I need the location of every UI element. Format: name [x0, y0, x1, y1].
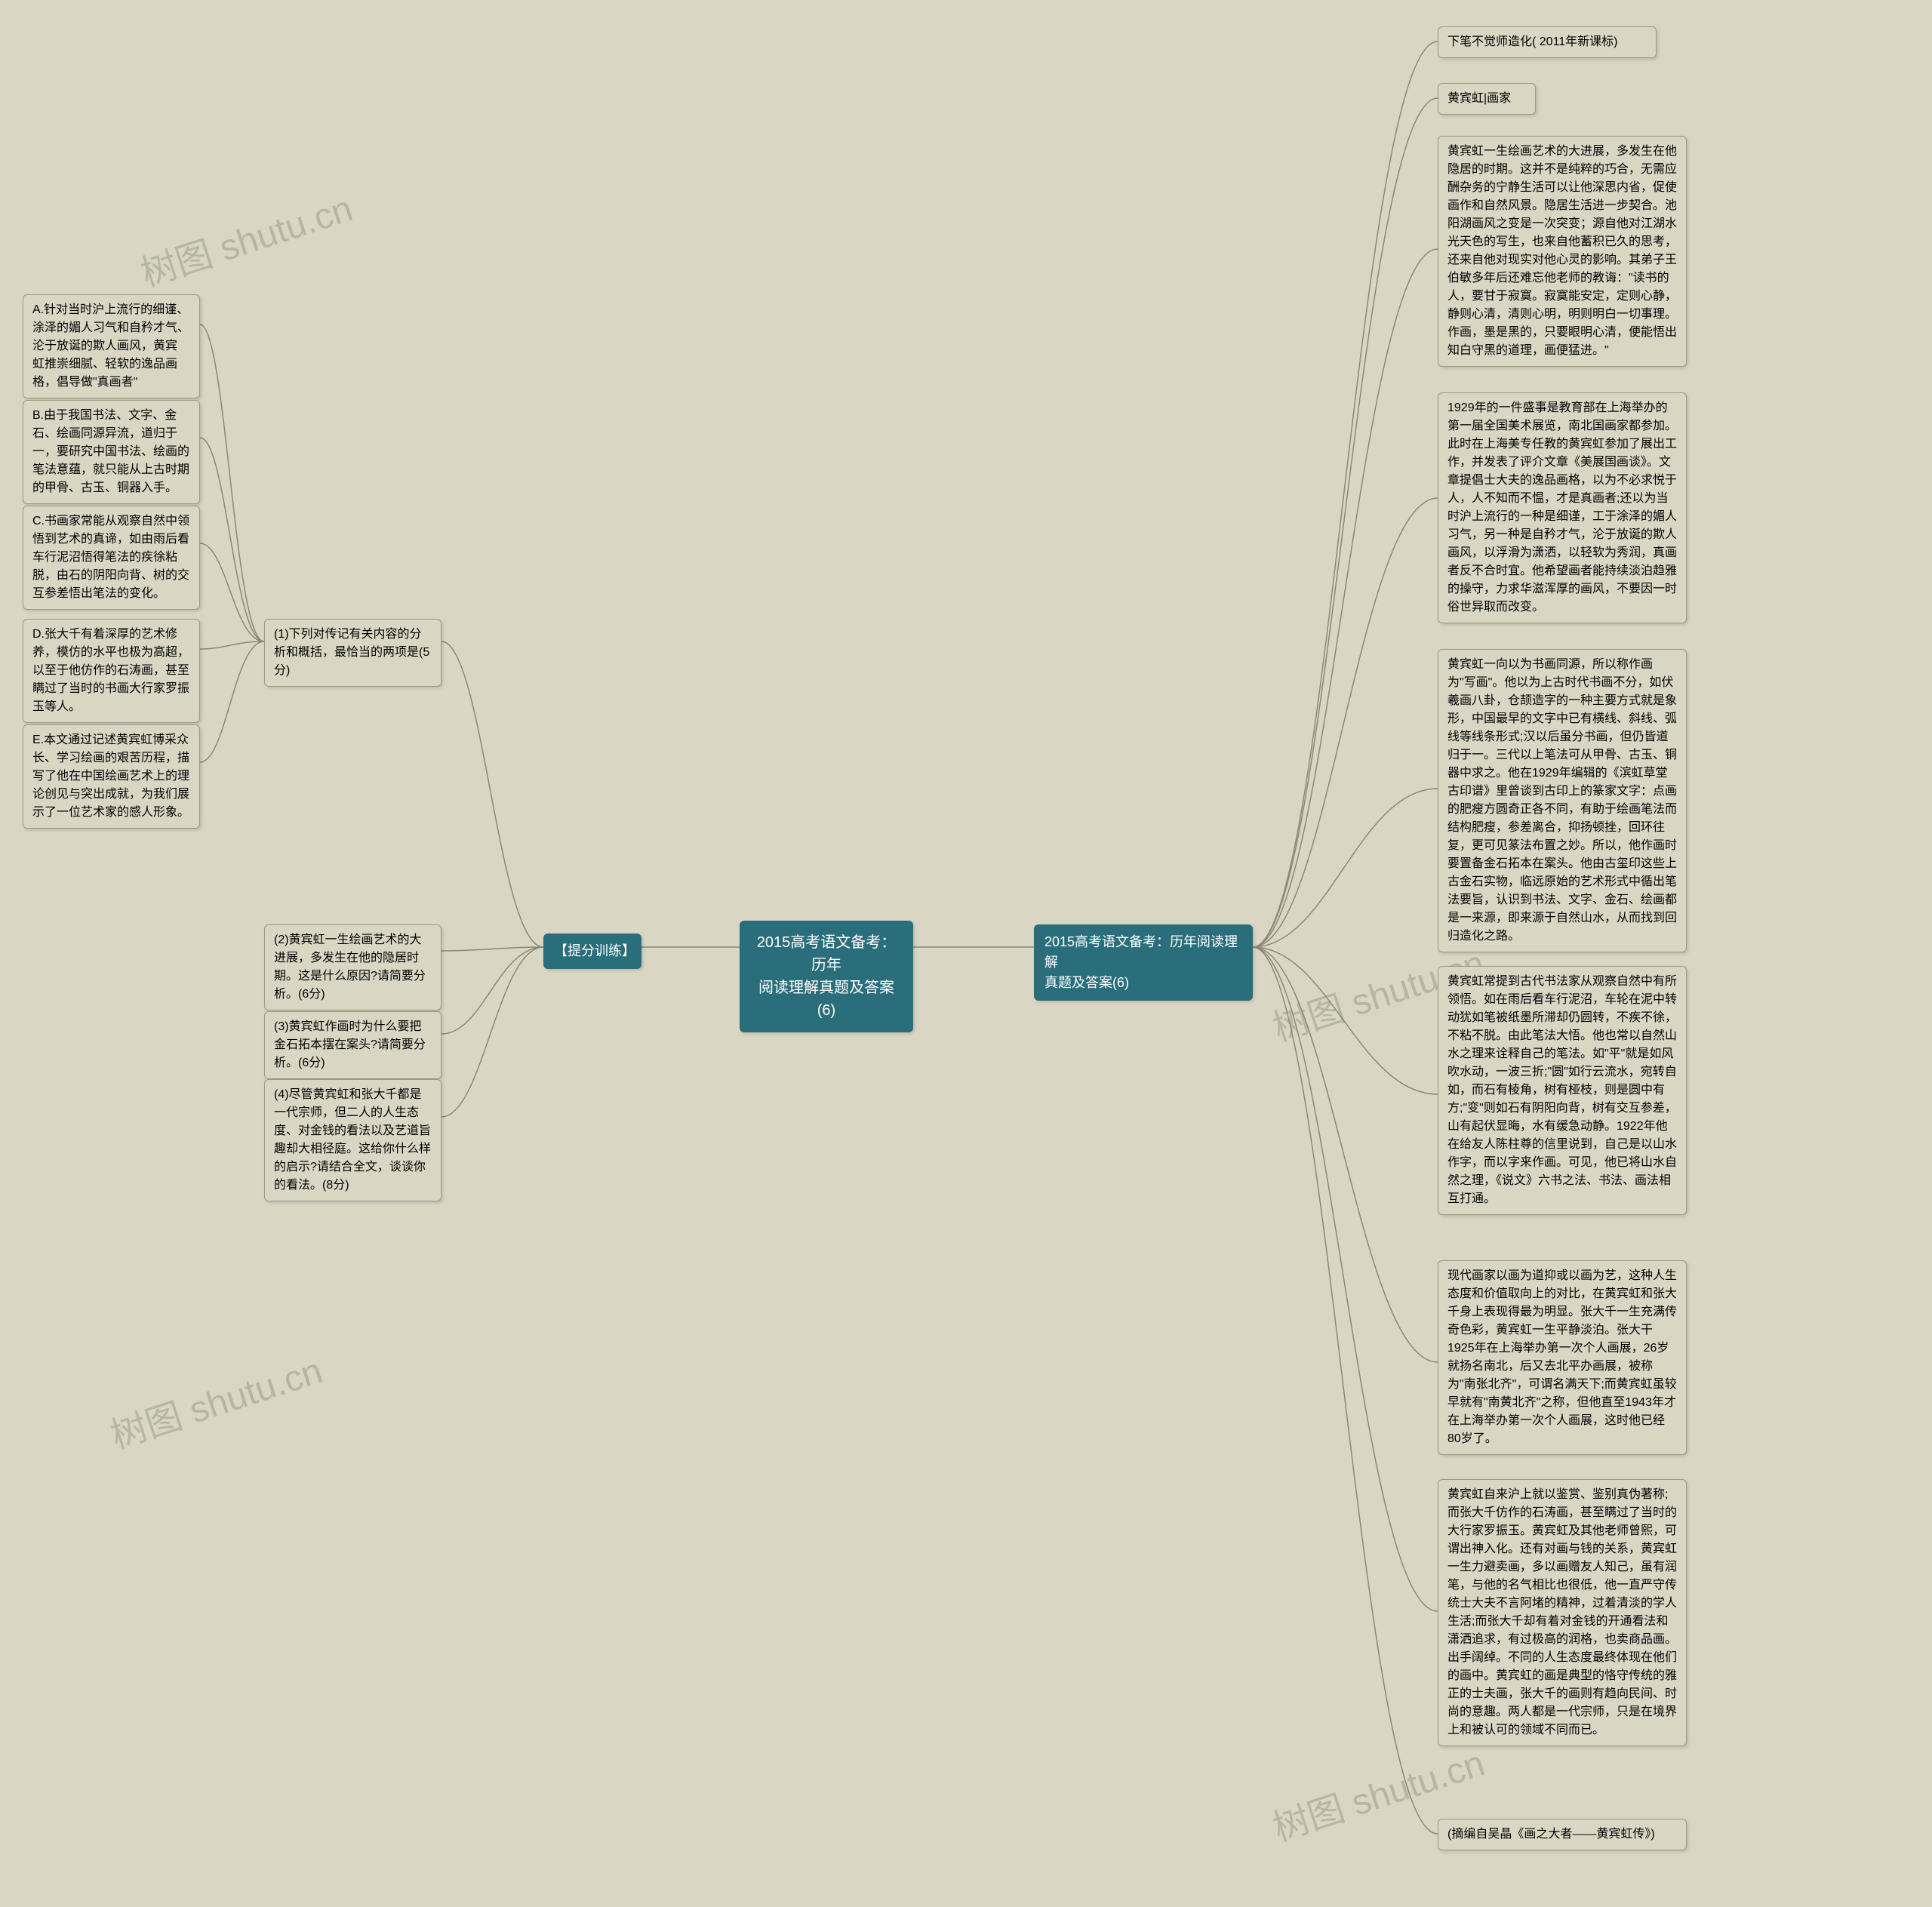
- right-item-3[interactable]: 1929年的一件盛事是教育部在上海举办的第一届全国美术展览，南北国画家都参加。此…: [1438, 392, 1687, 623]
- right-item-4[interactable]: 黄宾虹一向以为书画同源，所以称作画为"写画"。他以为上古时代书画不分，如伏羲画八…: [1438, 649, 1687, 952]
- left-item-1[interactable]: (2)黄宾虹一生绘画艺术的大进展，多发生在他的隐居时期。这是什么原因?请简要分析…: [264, 924, 441, 1010]
- root-title-line1: 2015高考语文备考：历年: [753, 931, 900, 977]
- right-item-8[interactable]: (摘编自吴晶《画之大者——黄宾虹传》): [1438, 1819, 1687, 1850]
- right-item-1[interactable]: 黄宾虹|画家: [1438, 83, 1536, 115]
- left-branch-node[interactable]: 【提分训练】: [543, 934, 641, 969]
- root-title-line2: 阅读理解真题及答案(6): [753, 977, 900, 1022]
- left-item-0-child-b[interactable]: B.由于我国书法、文字、金石、绘画同源异流，道归于一，要研究中国书法、绘画的笔法…: [23, 400, 200, 504]
- right-item-6[interactable]: 现代画家以画为道抑或以画为艺，这种人生态度和价值取向上的对比，在黄宾虹和张大千身…: [1438, 1260, 1687, 1455]
- right-branch-line2: 真题及答案(6): [1044, 973, 1242, 993]
- watermark: 树图 shutu.cn: [133, 179, 358, 297]
- left-item-0[interactable]: (1)下列对传记有关内容的分析和概括，最恰当的两项是(5分): [264, 619, 441, 687]
- left-item-0-child-c[interactable]: C.书画家常能从观察自然中领悟到艺术的真谛，如由雨后看车行泥沼悟得笔法的疾徐粘脱…: [23, 506, 200, 610]
- watermark: 树图 shutu.cn: [103, 1341, 328, 1459]
- root-node[interactable]: 2015高考语文备考：历年 阅读理解真题及答案(6): [740, 921, 913, 1032]
- left-item-0-child-a[interactable]: A.针对当时沪上流行的细谨、涂泽的媚人习气和自矜才气、沦于放诞的欺人画风，黄宾 …: [23, 294, 200, 398]
- left-item-0-child-e[interactable]: E.本文通过记述黄宾虹博采众长、学习绘画的艰苦历程，描写了他在中国绘画艺术上的理…: [23, 724, 200, 829]
- left-item-2[interactable]: (3)黄宾虹作画时为什么要把金石拓本摆在案头?请简要分析。(6分): [264, 1011, 441, 1079]
- right-branch-node[interactable]: 2015高考语文备考：历年阅读理解 真题及答案(6): [1034, 924, 1253, 1001]
- right-branch-line1: 2015高考语文备考：历年阅读理解: [1044, 932, 1242, 973]
- right-item-5[interactable]: 黄宾虹常提到古代书法家从观察自然中有所领悟。如在雨后看车行泥沼，车轮在泥中转动犹…: [1438, 966, 1687, 1215]
- left-item-3[interactable]: (4)尽管黄宾虹和张大千都是一代宗师，但二人的人生态度、对金钱的看法以及艺道旨趣…: [264, 1079, 441, 1201]
- right-item-2[interactable]: 黄宾虹一生绘画艺术的大进展，多发生在他隐居的时期。这并不是纯粹的巧合，无需应酬杂…: [1438, 136, 1687, 367]
- right-item-0[interactable]: 下笔不觉师造化( 2011年新课标): [1438, 26, 1657, 58]
- left-item-0-child-d[interactable]: D.张大千有着深厚的艺术修养，模仿的水平也极为高超，以至于他仿作的石涛画，甚至瞒…: [23, 619, 200, 723]
- right-item-7[interactable]: 黄宾虹自来沪上就以鉴赏、鉴别真伪著称;而张大千仿作的石涛画，甚至瞒过了当时的大行…: [1438, 1479, 1687, 1746]
